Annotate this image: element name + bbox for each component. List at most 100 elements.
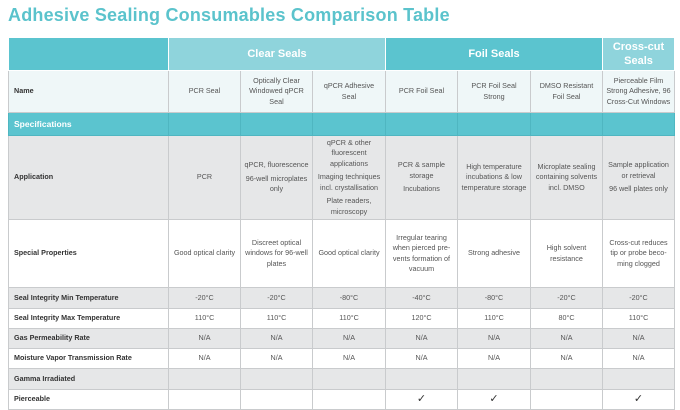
cell-text: N/A [270, 353, 283, 363]
table-row: Seal Integrity Max Temperature 110°C 110°C… [8, 308, 675, 329]
cell-text: PCR Seal [188, 86, 221, 96]
table-cell: -80°C [457, 287, 531, 309]
cell-text: -40°C [412, 292, 431, 302]
table-cell: 120°C [385, 308, 458, 329]
cell-text: Discreet optical windows for 96-well pla… [245, 237, 308, 268]
cell-text: PCR Foil Seal [398, 86, 445, 96]
cell-text: Imaging techniques incl. crystallisation [317, 172, 381, 192]
cell-text: -80°C [484, 292, 504, 302]
cell-text: qPCR, fluorescence [244, 160, 309, 170]
table-cell: -20°C [602, 287, 675, 309]
cell-text: N/A [198, 353, 211, 363]
row-label: Gas Permeability Rate [8, 328, 169, 349]
cell-text: DMSO Resistant Foil Seal [539, 81, 594, 101]
table-cell [312, 112, 386, 136]
table-cell: qPCR & other fluorescent applications Ima… [312, 135, 386, 220]
cell-text: Sample application or retrieval [608, 160, 669, 180]
table-row: Special Properties Good optical clarity Di… [8, 219, 675, 288]
checkmark-icon: ✓ [489, 392, 499, 405]
cell-text: N/A [632, 353, 645, 363]
cell-text: 110°C [194, 313, 215, 323]
cell-text: 110°C [484, 313, 504, 323]
cell-text: 96 well plates only [609, 184, 668, 194]
table-cell: -20°C [240, 287, 313, 309]
cell-text: N/A [343, 333, 355, 343]
cell-text: Incubations [403, 184, 440, 194]
cell-text: 110°C [266, 313, 287, 323]
cell-text: -20°C [195, 292, 214, 302]
table-cell: DMSO Resistant Foil Seal [530, 70, 603, 113]
table-cell: 110°C [457, 308, 531, 329]
table-cell: 110°C [602, 308, 675, 329]
cell-text: N/A [488, 353, 500, 363]
cell-text: Good optical clarity [318, 248, 380, 258]
table-cell: PCR Seal [168, 70, 241, 113]
table-cell: N/A [602, 348, 675, 369]
table-cell: -20°C [168, 287, 241, 309]
table-cell: High solvent resistance [530, 219, 603, 288]
cell-text: N/A [632, 333, 645, 343]
table-cell: -40°C [385, 287, 458, 309]
row-label: Special Properties [8, 219, 169, 288]
cell-text: Good optical clarity [173, 248, 236, 258]
table-row: Moisture Vapor Transmission Rate N/A N/A N/… [8, 348, 675, 369]
group-header-2: Foil Seals [385, 37, 603, 71]
cell-text: Optically Clear Windowed qPCR Seal [249, 75, 304, 106]
cell-text: N/A [270, 333, 283, 343]
table-cell [457, 112, 531, 136]
row-label: Seal Integrity Max Temperature [8, 308, 169, 329]
table-cell [457, 368, 531, 390]
table-cell [385, 112, 458, 136]
table-cell: Strong adhesive [457, 219, 531, 288]
table-row: Application PCR qPCR, fluorescence 96-well … [8, 135, 675, 220]
table-cell: Good optical clarity [168, 219, 241, 288]
cell-text: PCR & sample storage [397, 160, 446, 180]
group-header-3: Cross-cut Seals [602, 37, 675, 71]
table-cell: N/A [312, 348, 386, 369]
table-cell: -80°C [312, 287, 386, 309]
row-label: Moisture Vapor Transmission Rate [8, 348, 169, 369]
cell-text: N/A [560, 333, 573, 343]
cell-text: Plate readers, microscopy [326, 196, 372, 216]
table-cell [168, 112, 241, 136]
table-cell [168, 368, 241, 390]
table-cell: N/A [457, 348, 531, 369]
table-cell: 110°C [168, 308, 241, 329]
cell-text: N/A [343, 353, 355, 363]
group-header-row: Clear Seals Foil Seals Cross-cut Seals [8, 37, 675, 71]
row-label: Application [8, 135, 169, 220]
table-cell: Irregular tearing when pierced pre-vents… [385, 219, 458, 288]
cell-text: High solvent resistance [546, 243, 587, 263]
table-cell: N/A [168, 328, 241, 349]
table-cell: PCR & sample storage Incubations [385, 135, 458, 220]
cell-text: High temperature incubations & low tempe… [461, 161, 527, 192]
cell-text: N/A [415, 333, 428, 343]
table-cell: N/A [168, 348, 241, 369]
cell-text: N/A [560, 353, 573, 363]
cell-text: 110°C [339, 313, 359, 323]
table-cell: Microplate sealing containing solvents i… [530, 135, 603, 220]
table-cell: Cross-cut reduces tip or probe beco-ming… [602, 219, 675, 288]
cell-text: -20°C [267, 292, 286, 302]
comparison-table: Clear Seals Foil Seals Cross-cut Seals Name… [8, 37, 675, 410]
table-cell: qPCR Adhesive Seal [312, 70, 386, 113]
cell-text: -20°C [629, 292, 648, 302]
cell-text: Microplate sealing containing solvents i… [535, 161, 598, 192]
page-title: Adhesive Sealing Consumables Comparison … [8, 5, 450, 25]
row-label: Specifications [8, 112, 169, 136]
table-cell: N/A [530, 348, 603, 369]
cell-text: 80°C [558, 313, 575, 323]
table-cell [385, 368, 458, 390]
table-cell: -20°C [530, 287, 603, 309]
table-cell: N/A [240, 328, 313, 349]
table-cell: PCR [168, 135, 241, 220]
cell-text: -20°C [557, 292, 576, 302]
row-label: Name [8, 70, 169, 113]
cell-text: Strong adhesive [468, 248, 520, 258]
cell-text: PCR [196, 172, 213, 182]
table-row: Specifications [8, 112, 675, 136]
table-cell: Sample application or retrieval 96 well p… [602, 135, 675, 220]
table-cell: N/A [457, 328, 531, 349]
group-header-1: Clear Seals [168, 37, 386, 71]
cell-text: 96-well microplates only [245, 173, 308, 194]
